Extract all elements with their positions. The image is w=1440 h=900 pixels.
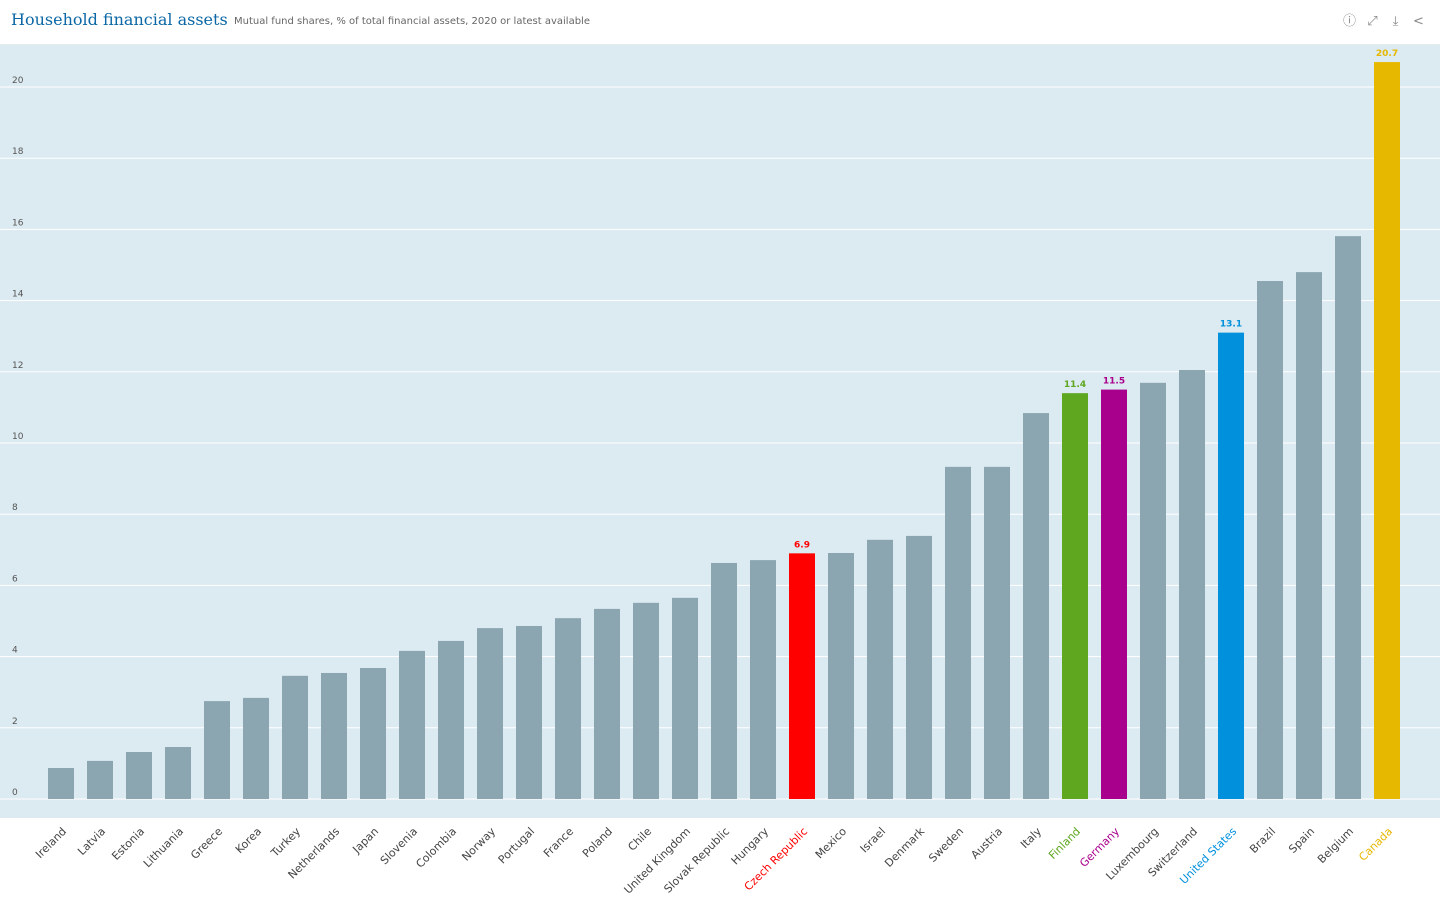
x-tick-label: Poland xyxy=(580,825,615,860)
x-tick-label: Norway xyxy=(459,825,498,864)
bar-canada xyxy=(1374,62,1400,799)
x-tick-label: Greece xyxy=(188,825,225,862)
chart-subtitle: Mutual fund shares, % of total financial… xyxy=(234,16,590,27)
bar-japan xyxy=(360,667,386,799)
y-tick-label: 8 xyxy=(12,503,18,513)
bar-mexico xyxy=(828,553,854,799)
x-tick-label: Latvia xyxy=(75,825,108,858)
bar-sweden xyxy=(945,466,971,799)
bar-poland xyxy=(594,608,620,799)
bar-switzerland xyxy=(1179,370,1205,799)
y-tick-label: 6 xyxy=(12,574,18,584)
x-tick-label: Lithuania xyxy=(141,825,186,870)
bar-chile xyxy=(633,602,659,799)
x-tick-label: Mexico xyxy=(813,825,850,862)
bar-slovak-republic xyxy=(711,562,737,799)
bar-greece xyxy=(204,701,230,799)
x-tick-label: United Kingdom xyxy=(621,825,693,897)
y-tick-label: 4 xyxy=(12,646,18,656)
x-tick-label: Sweden xyxy=(926,825,966,865)
bar-united-states xyxy=(1218,332,1244,799)
bar-lithuania xyxy=(165,747,191,799)
y-tick-label: 20 xyxy=(12,76,24,86)
bar-netherlands xyxy=(321,672,347,799)
x-tick-label: Korea xyxy=(233,825,264,856)
bar-brazil xyxy=(1257,281,1283,799)
bar-korea xyxy=(243,697,269,799)
y-tick-label: 10 xyxy=(12,432,24,442)
data-label: 6.9 xyxy=(794,540,810,550)
bar-spain xyxy=(1296,272,1322,799)
x-tick-label: Spain xyxy=(1286,825,1317,856)
bar-turkey xyxy=(282,675,308,799)
fullscreen-icon[interactable]: ⤢ xyxy=(1367,14,1378,29)
bar-united-kingdom xyxy=(672,597,698,799)
y-tick-label: 0 xyxy=(12,788,18,798)
x-tick-label: Turkey xyxy=(268,825,304,861)
bar-austria xyxy=(984,466,1010,799)
y-tick-label: 2 xyxy=(12,717,18,727)
bar-ireland xyxy=(48,768,74,799)
x-tick-label: Austria xyxy=(968,825,1005,862)
bar-latvia xyxy=(87,760,113,799)
download-icon[interactable]: ⤓ xyxy=(1392,14,1399,29)
data-label: 11.4 xyxy=(1064,380,1086,390)
x-tick-label: Finland xyxy=(1046,825,1083,862)
bar-colombia xyxy=(438,640,464,799)
data-label: 11.5 xyxy=(1103,377,1125,387)
bar-estonia xyxy=(126,752,152,799)
x-tick-label: Ireland xyxy=(33,825,69,861)
bar-czech-republic xyxy=(789,553,815,799)
bar-denmark xyxy=(906,535,932,799)
x-tick-label: France xyxy=(541,825,576,860)
info-icon[interactable]: ⓘ xyxy=(1342,14,1356,29)
data-label: 13.1 xyxy=(1220,320,1242,330)
data-label: 20.7 xyxy=(1376,49,1398,59)
x-tick-label: Canada xyxy=(1356,825,1395,864)
x-tick-label: Brazil xyxy=(1247,825,1278,856)
x-tick-label: Italy xyxy=(1018,825,1044,851)
bar-germany xyxy=(1101,389,1127,799)
share-icon[interactable]: < xyxy=(1413,14,1424,29)
chart-title: Household financial assets xyxy=(11,10,228,29)
bar-france xyxy=(555,618,581,799)
x-tick-label: Israel xyxy=(858,825,888,855)
bar-finland xyxy=(1062,393,1088,799)
y-tick-label: 16 xyxy=(12,218,24,228)
x-tick-label: Denmark xyxy=(882,824,927,869)
bar-italy xyxy=(1023,413,1049,799)
bar-israel xyxy=(867,539,893,799)
y-tick-label: 14 xyxy=(12,290,24,300)
bar-portugal xyxy=(516,625,542,799)
x-tick-label: Japan xyxy=(350,825,382,857)
x-tick-label: Chile xyxy=(625,825,654,854)
x-tick-label: Portugal xyxy=(496,825,537,866)
bar-hungary xyxy=(750,560,776,799)
bar-norway xyxy=(477,628,503,799)
bar-belgium xyxy=(1335,236,1361,799)
chart-header: Household financial assets Mutual fund s… xyxy=(0,0,1440,45)
x-tick-label: Belgium xyxy=(1315,825,1356,866)
bar-slovenia xyxy=(399,650,425,799)
bar-luxembourg xyxy=(1140,382,1166,799)
x-tick-label: Estonia xyxy=(109,825,147,863)
x-tick-label: Colombia xyxy=(413,825,459,871)
y-tick-label: 12 xyxy=(12,361,23,371)
y-tick-label: 18 xyxy=(12,147,24,157)
